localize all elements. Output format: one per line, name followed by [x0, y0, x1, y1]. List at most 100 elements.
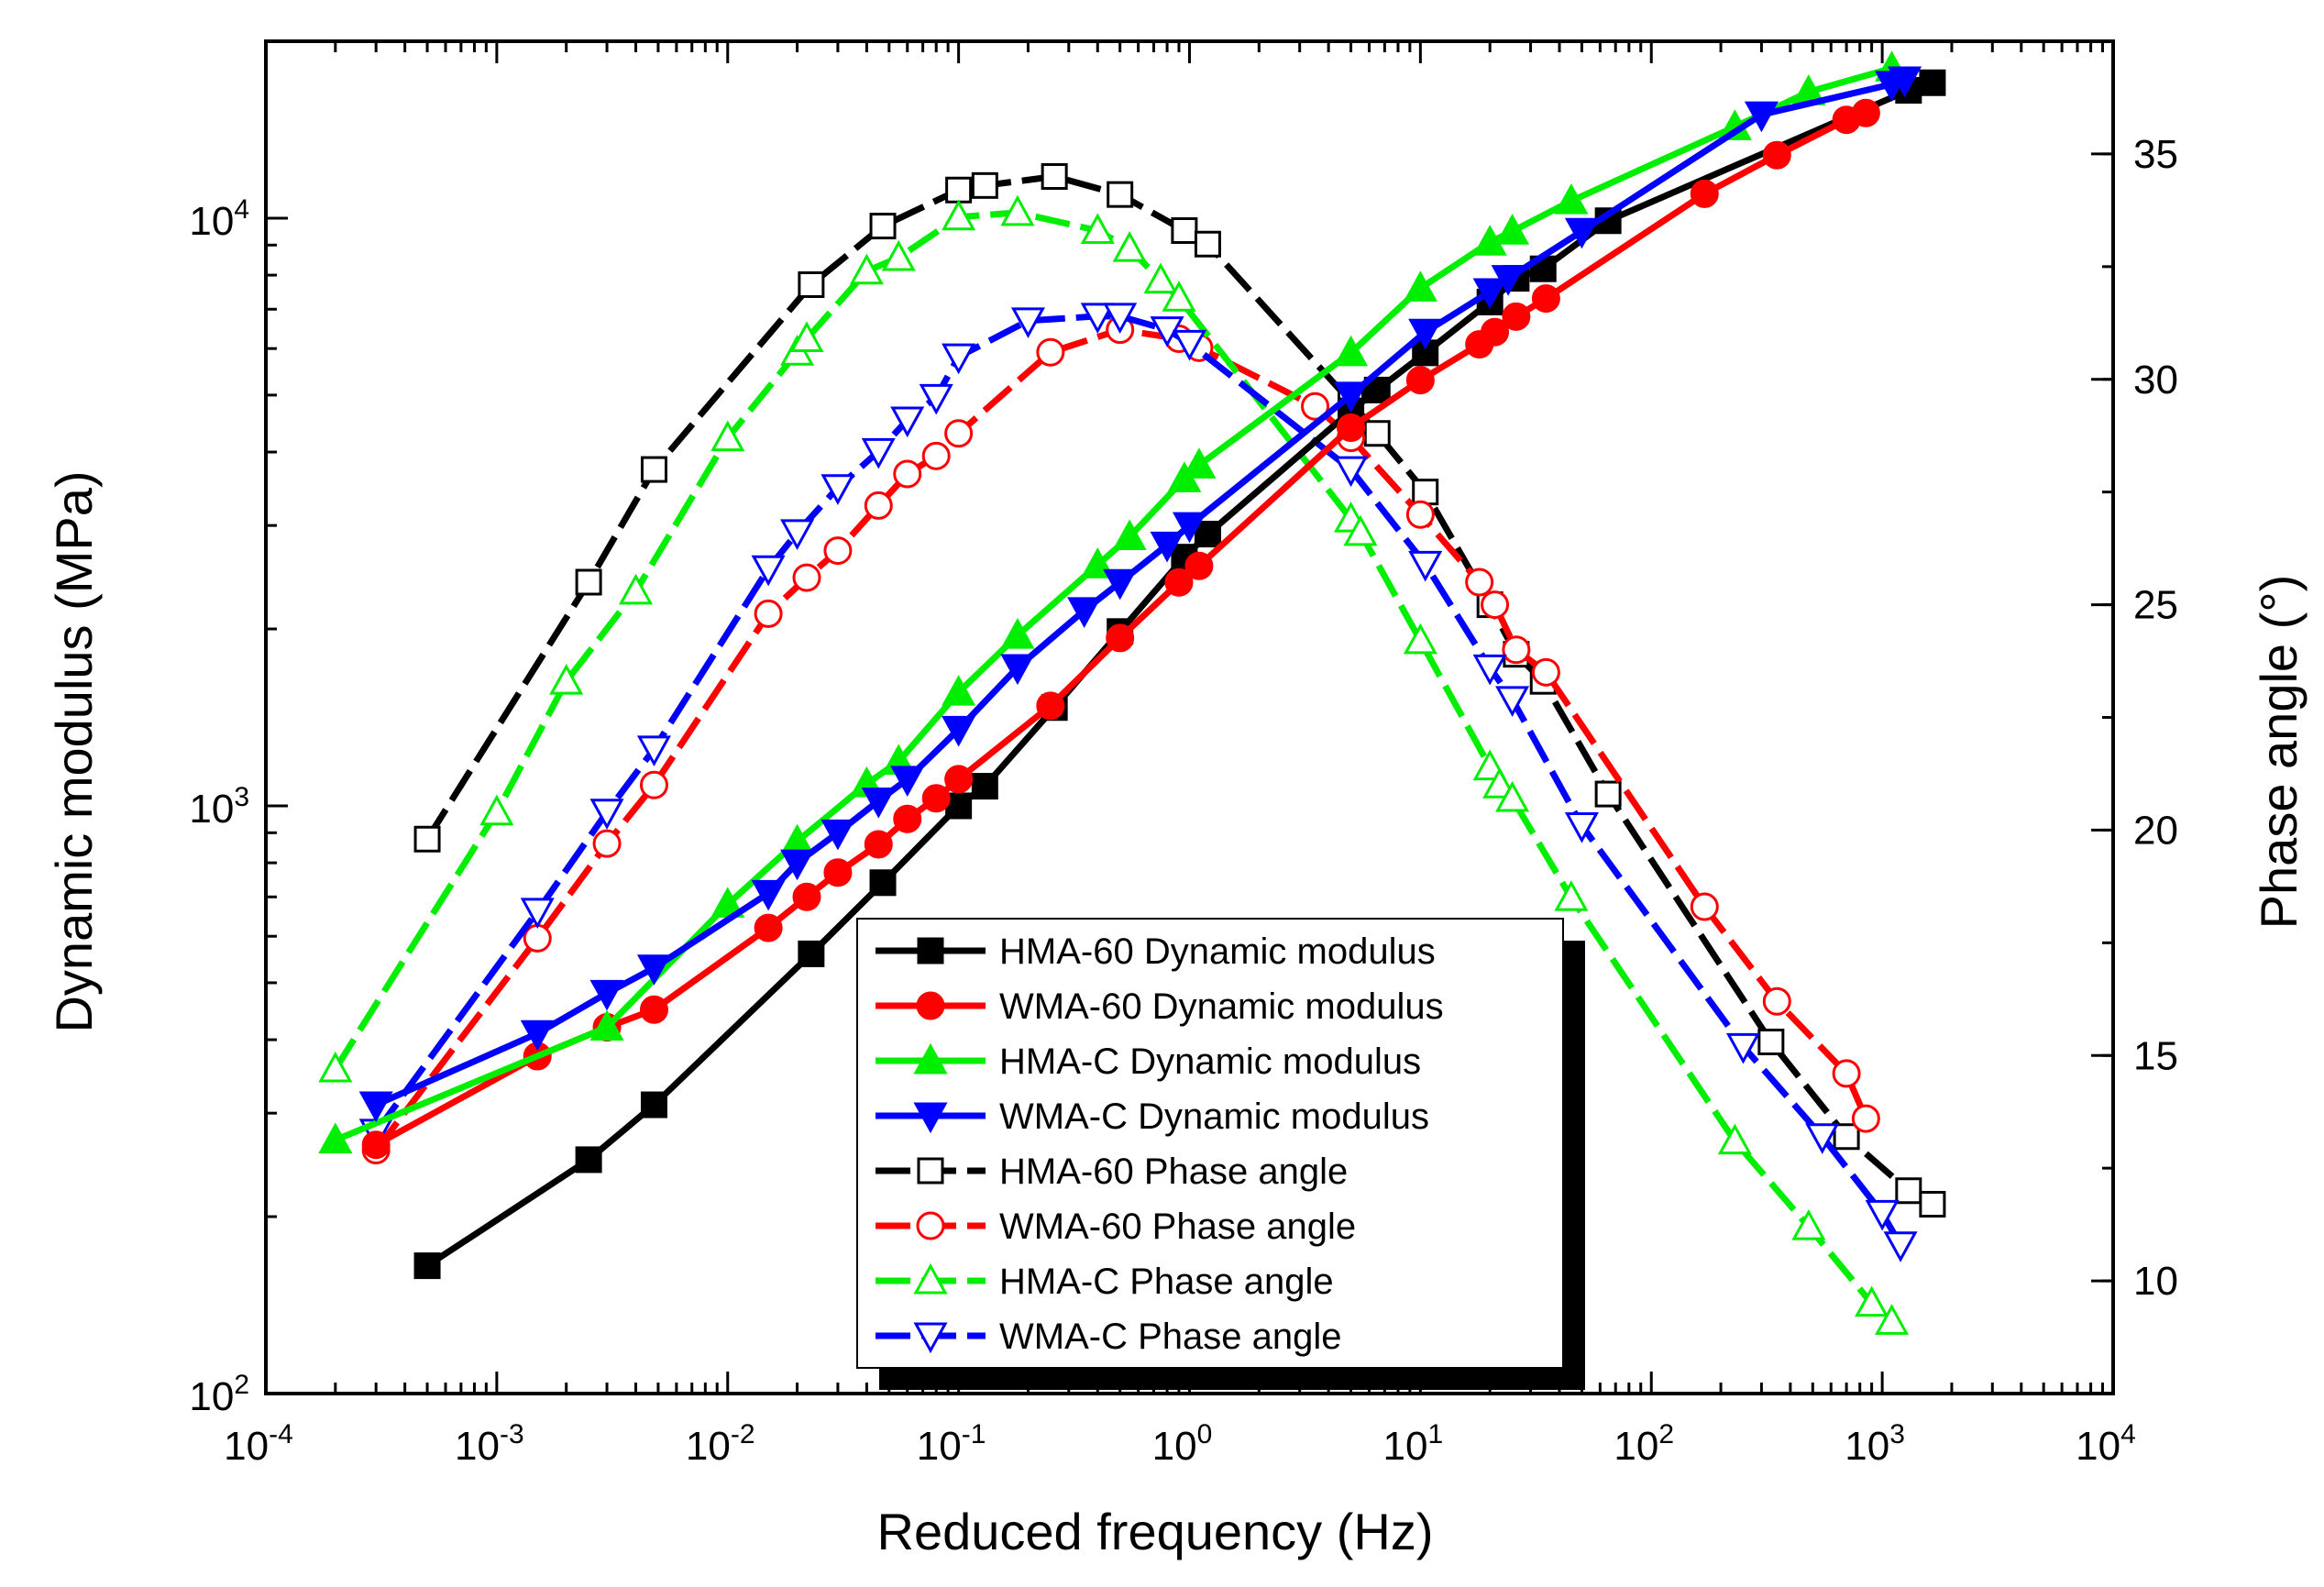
series-hma-60-phase-angle — [413, 163, 1946, 1218]
data-point — [640, 456, 667, 483]
data-point — [942, 343, 976, 375]
data-point — [1855, 1285, 1889, 1317]
data-point — [1112, 519, 1147, 550]
data-point — [1690, 179, 1719, 208]
data-point — [1000, 194, 1035, 226]
data-point — [893, 459, 922, 489]
data-point — [1334, 381, 1369, 413]
data-point — [1010, 307, 1045, 338]
data-point — [575, 1146, 602, 1174]
legend-entry: HMA-60 Dynamic modulus — [876, 931, 1436, 972]
data-point — [798, 940, 825, 967]
data-point — [942, 715, 976, 747]
y-left-tick-label: 103 — [189, 782, 249, 832]
data-point — [1531, 657, 1560, 687]
data-point — [921, 784, 951, 813]
data-point — [1150, 531, 1184, 563]
data-point — [1919, 1191, 1946, 1218]
data-point — [592, 829, 622, 858]
data-point — [789, 321, 824, 352]
data-point — [1107, 181, 1134, 208]
data-point — [1405, 500, 1435, 529]
data-point — [861, 787, 896, 819]
data-point — [1865, 1199, 1900, 1231]
series-wma-c-dynamic-modulus — [358, 66, 1922, 1123]
data-point — [1495, 686, 1530, 717]
data-point — [821, 474, 855, 505]
legend-box — [856, 918, 1564, 1369]
data-point — [1875, 1304, 1910, 1335]
data-point — [1851, 98, 1880, 127]
data-point — [944, 419, 974, 448]
data-point — [1883, 1231, 1918, 1262]
data-point — [639, 995, 668, 1024]
x-tick-label: 10-2 — [686, 1419, 755, 1469]
legend-entry: WMA-C Phase angle — [876, 1317, 1341, 1357]
data-point — [1481, 317, 1510, 347]
data-point — [1887, 66, 1922, 98]
data-point — [1495, 780, 1530, 812]
data-point — [1172, 329, 1207, 361]
data-point — [1465, 568, 1494, 597]
data-point — [589, 1009, 624, 1041]
data-point — [361, 1130, 391, 1160]
data-point — [944, 765, 974, 794]
data-point — [1744, 101, 1779, 133]
legend-marker — [917, 1157, 944, 1185]
data-point — [780, 849, 815, 881]
x-tick-label: 103 — [1845, 1419, 1905, 1469]
data-point — [520, 1019, 555, 1052]
data-point — [1194, 521, 1221, 548]
data-point — [1036, 337, 1065, 367]
data-point — [589, 799, 624, 830]
data-point — [1143, 262, 1178, 294]
data-point — [869, 869, 897, 897]
data-point — [710, 420, 745, 452]
data-point — [1067, 597, 1102, 628]
data-point — [1919, 69, 1946, 96]
legend-entry: HMA-60 Phase angle — [876, 1152, 1348, 1192]
data-point — [1762, 140, 1791, 170]
data-point — [1080, 303, 1115, 335]
data-point — [1103, 303, 1138, 335]
data-point — [1762, 986, 1791, 1016]
data-point — [413, 825, 441, 853]
data-point — [792, 882, 821, 911]
legend: HMA-60 Dynamic modulus WMA-60 Dynamic mod… — [856, 918, 1585, 1390]
data-point — [1472, 225, 1507, 256]
data-point — [575, 568, 602, 596]
data-point — [890, 766, 925, 798]
legend-marker — [916, 991, 945, 1020]
data-point — [523, 923, 552, 953]
y-right-tick-label: 35 — [2133, 132, 2178, 177]
data-point — [1554, 880, 1589, 911]
data-point — [1106, 623, 1135, 653]
data-point — [1502, 302, 1531, 331]
data-point — [798, 271, 825, 298]
y-right-tick-label: 30 — [2133, 358, 2178, 402]
data-point — [823, 536, 853, 566]
data-point — [942, 675, 976, 706]
data-point — [971, 171, 998, 199]
data-point — [1564, 812, 1599, 843]
data-point — [639, 770, 668, 799]
x-tick-label: 100 — [1152, 1419, 1213, 1469]
data-point — [1502, 635, 1531, 665]
data-point — [792, 563, 821, 592]
data-point — [1162, 281, 1196, 312]
x-tick-label: 10-1 — [917, 1419, 986, 1469]
data-point — [1337, 413, 1366, 443]
data-point — [1405, 366, 1435, 395]
legend-entry: WMA-60 Dynamic modulus — [876, 986, 1444, 1027]
data-point — [1194, 230, 1221, 258]
x-axis-title: Reduced frequency (Hz) — [877, 1503, 1434, 1560]
y-right-tick-label: 25 — [2133, 583, 2178, 628]
legend-entry: WMA-C Dynamic modulus — [876, 1097, 1429, 1137]
data-point — [1112, 231, 1147, 262]
legend-label: HMA-60 Phase angle — [999, 1152, 1348, 1192]
data-point — [1334, 456, 1369, 488]
data-point — [1554, 183, 1589, 215]
legend-label: HMA-60 Dynamic modulus — [999, 931, 1436, 972]
legend-label: WMA-C Phase angle — [999, 1317, 1341, 1357]
